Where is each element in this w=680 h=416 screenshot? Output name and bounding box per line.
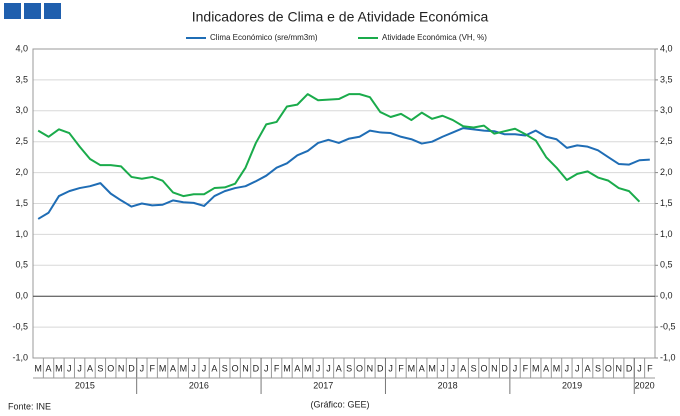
x-tick-label: M [428, 363, 436, 373]
y2-tick-label: 1,5 [660, 198, 673, 208]
x-tick-label: D [128, 363, 135, 373]
x-tick-label: J [191, 363, 196, 373]
x-tick-label: J [575, 363, 580, 373]
x-tick-label: M [532, 363, 540, 373]
y-tick-label: 2,0 [15, 167, 28, 177]
x-tick-label: D [377, 363, 384, 373]
x-tick-label: O [107, 363, 114, 373]
x-tick-label: S [222, 363, 228, 373]
x-tick-label: J [440, 363, 445, 373]
credit: (Gráfico: GEE) [310, 399, 369, 409]
x-tick-label: D [501, 363, 508, 373]
x-tick-label: A [336, 363, 342, 373]
x-tick-label: S [595, 363, 601, 373]
x-tick-label: M [55, 363, 63, 373]
x-tick-label: J [451, 363, 456, 373]
x-tick-label: A [543, 363, 549, 373]
y2-tick-label: 1,0 [660, 229, 673, 239]
logo-square [44, 3, 61, 19]
x-tick-label: O [480, 363, 487, 373]
x-tick-label: J [77, 363, 82, 373]
y2-tick-label: 0,5 [660, 260, 673, 270]
y-tick-label: -0,5 [12, 321, 28, 331]
x-tick-label: A [211, 363, 217, 373]
y-tick-label: 0,0 [15, 291, 28, 301]
x-tick-label: O [232, 363, 239, 373]
series-line [37, 127, 650, 220]
y-tick-label: -1,0 [12, 352, 28, 362]
x-tick-label: J [316, 363, 321, 373]
x-tick-label: O [356, 363, 363, 373]
x-tick-label: A [170, 363, 176, 373]
x-tick-label: J [565, 363, 570, 373]
x-tick-label: S [346, 363, 352, 373]
x-tick-label: F [149, 363, 155, 373]
x-tick-label: M [553, 363, 561, 373]
y2-tick-label: -0,5 [660, 321, 676, 331]
x-tick-label: O [605, 363, 612, 373]
x-tick-label: M [159, 363, 167, 373]
x-tick-label: A [46, 363, 52, 373]
x-tick-label: A [419, 363, 425, 373]
x-tick-label: F [398, 363, 404, 373]
x-tick-label: F [647, 363, 653, 373]
y2-tick-label: 4,0 [660, 43, 673, 53]
year-label: 2015 [75, 380, 95, 390]
y-tick-label: 4,0 [15, 43, 28, 53]
y-tick-label: 2,5 [15, 136, 28, 146]
x-tick-label: J [513, 363, 518, 373]
source: Fonte: INE [8, 401, 51, 411]
year-label: 2016 [189, 380, 209, 390]
x-tick-label: A [585, 363, 591, 373]
logo-square [24, 3, 41, 19]
x-tick-label: D [626, 363, 633, 373]
x-tick-label: A [294, 363, 300, 373]
x-tick-label: M [408, 363, 416, 373]
x-tick-label: F [274, 363, 280, 373]
year-label: 2019 [562, 380, 582, 390]
x-tick-label: M [34, 363, 42, 373]
legend-label: Clima Económico (sre/mm3m) [210, 33, 318, 42]
y-tick-label: 1,0 [15, 229, 28, 239]
x-tick-label: F [523, 363, 529, 373]
year-label: 2017 [313, 380, 333, 390]
x-tick-label: J [388, 363, 393, 373]
legend-label: Atividade Económica (VH, %) [382, 33, 487, 42]
chart-title: Indicadores de Clima e de Atividade Econ… [192, 9, 489, 25]
x-tick-label: J [67, 363, 72, 373]
x-tick-label: J [326, 363, 331, 373]
x-tick-label: J [264, 363, 269, 373]
x-tick-label: N [118, 363, 125, 373]
x-tick-label: D [253, 363, 260, 373]
x-tick-label: M [283, 363, 291, 373]
x-tick-label: M [180, 363, 188, 373]
y2-tick-label: 0,0 [660, 291, 673, 301]
x-tick-label: J [637, 363, 642, 373]
year-label: 2018 [438, 380, 458, 390]
x-tick-label: J [140, 363, 145, 373]
logo-square [4, 3, 21, 19]
y-tick-label: 1,5 [15, 198, 28, 208]
y2-tick-label: 2,0 [660, 167, 673, 177]
x-tick-label: A [87, 363, 93, 373]
y2-tick-label: 2,5 [660, 136, 673, 146]
y2-tick-label: 3,0 [660, 105, 673, 115]
x-tick-label: S [97, 363, 103, 373]
x-tick-label: N [491, 363, 498, 373]
x-tick-label: N [615, 363, 622, 373]
x-tick-label: N [242, 363, 249, 373]
year-label: 2020 [635, 380, 655, 390]
y2-tick-label: -1,0 [660, 352, 676, 362]
x-tick-label: S [471, 363, 477, 373]
x-tick-label: N [367, 363, 374, 373]
y-tick-label: 3,0 [15, 105, 28, 115]
series-line [37, 93, 641, 203]
x-tick-label: J [202, 363, 207, 373]
y2-tick-label: 3,5 [660, 74, 673, 84]
y-tick-label: 0,5 [15, 260, 28, 270]
x-tick-label: A [460, 363, 466, 373]
x-tick-label: M [304, 363, 312, 373]
y-tick-label: 3,5 [15, 74, 28, 84]
